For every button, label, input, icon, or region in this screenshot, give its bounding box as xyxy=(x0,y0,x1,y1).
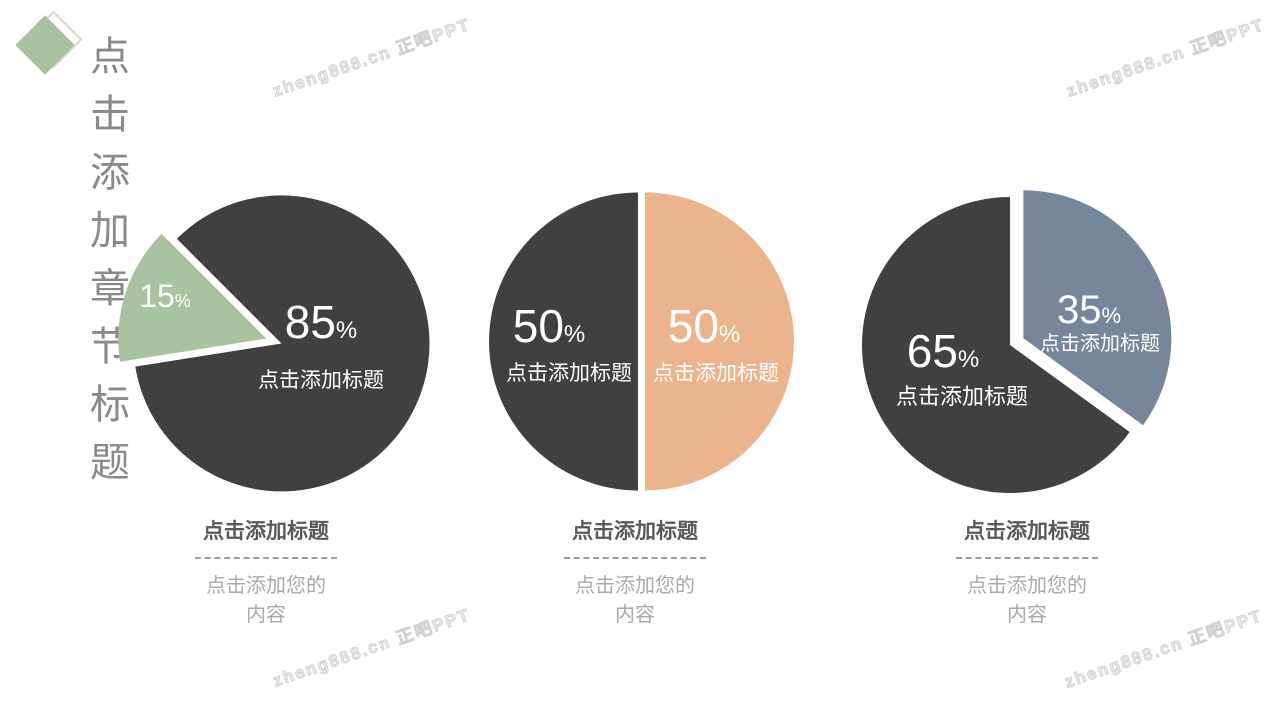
caption-block-2: 点击添加标题 点击添加您的内容 xyxy=(525,517,745,630)
caption-body[interactable]: 点击添加您的内容 xyxy=(206,575,326,626)
caption-heading[interactable]: 点击添加标题 xyxy=(572,520,698,543)
watermark-text: zheng888.cn 正吧PPT xyxy=(1064,15,1268,102)
pie2-value-left: 50% xyxy=(513,300,586,352)
pie3-value-65: 65% xyxy=(907,325,980,377)
pie3-slice-label-65: 点击添加标题 xyxy=(896,384,1028,409)
pie3-value-35: 35% xyxy=(1057,288,1121,332)
pie2-slice-left-50[interactable] xyxy=(489,192,638,491)
caption-heading[interactable]: 点击添加标题 xyxy=(203,520,329,543)
pie-chart-3[interactable]: 35% 点击添加标题 65% 点击添加标题 xyxy=(850,174,1190,514)
caption-body[interactable]: 点击添加您的内容 xyxy=(967,575,1087,626)
dashed-divider xyxy=(195,557,337,559)
caption-body[interactable]: 点击添加您的内容 xyxy=(575,575,695,626)
pie2-slice-right-50[interactable] xyxy=(645,192,794,491)
pie2-slice-label-right: 点击添加标题 xyxy=(653,362,779,385)
caption-block-1: 点击添加标题 点击添加您的内容 xyxy=(156,517,376,630)
caption-heading[interactable]: 点击添加标题 xyxy=(964,520,1090,543)
pie1-value-85: 85% xyxy=(285,296,358,348)
pie2-value-right: 50% xyxy=(668,300,741,352)
diamond-icon xyxy=(0,0,100,95)
pie3-slice-65[interactable] xyxy=(861,197,1130,493)
caption-block-3: 点击添加标题 点击添加您的内容 xyxy=(917,517,1137,630)
pie3-slice-35[interactable] xyxy=(1023,190,1172,426)
dashed-divider xyxy=(564,557,706,559)
pie1-slice-85[interactable] xyxy=(135,195,430,492)
pie-chart-1[interactable]: 85% 点击添加标题 15% xyxy=(112,174,452,514)
pie1-slice-label: 点击添加标题 xyxy=(258,369,384,392)
pie1-slice-15[interactable] xyxy=(118,233,267,362)
pie2-slice-label-left: 点击添加标题 xyxy=(506,362,632,385)
dashed-divider xyxy=(956,557,1098,559)
watermark-text: zheng888.cn 正吧PPT xyxy=(270,15,474,102)
pie1-value-15: 15% xyxy=(139,278,191,314)
pie-chart-2[interactable]: 50% 点击添加标题 50% 点击添加标题 xyxy=(485,174,805,514)
pie3-slice-label-35: 点击添加标题 xyxy=(1040,332,1160,355)
